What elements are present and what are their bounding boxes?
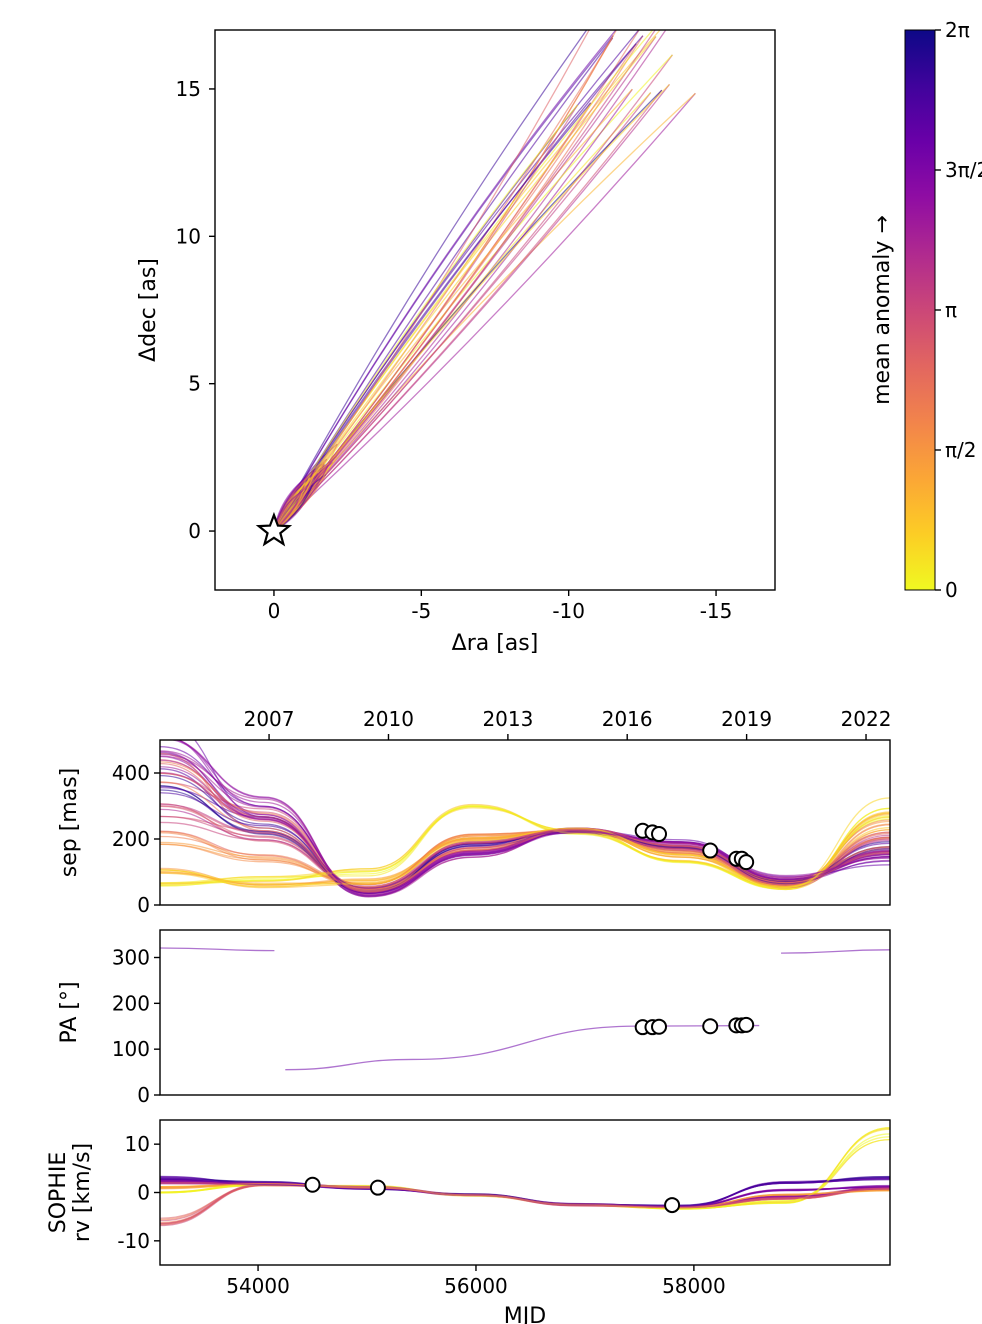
ytick: 200	[112, 991, 150, 1015]
mjd-tick: 58000	[662, 1274, 726, 1298]
year-tick: 2013	[482, 707, 533, 731]
ytick: 0	[137, 1083, 150, 1107]
year-tick: 2022	[841, 707, 892, 731]
data-marker	[371, 1181, 385, 1195]
panel-ylabel: SOPHIErv [km/s]	[46, 1143, 95, 1242]
year-tick: 2010	[363, 707, 414, 731]
orbit-xlabel: Δra [as]	[452, 631, 539, 656]
orbit-ylabel: Δdec [as]	[136, 258, 161, 362]
ytick: 300	[112, 946, 150, 970]
data-marker	[652, 827, 666, 841]
colorbar	[905, 30, 935, 590]
year-tick: 2019	[721, 707, 772, 731]
panel-ylabel: sep [mas]	[57, 768, 82, 878]
ytick: 200	[112, 827, 150, 851]
time-panel-lines	[160, 948, 890, 1070]
ytick: 400	[112, 761, 150, 785]
colorbar-tick: π/2	[945, 438, 977, 462]
year-tick: 2007	[244, 707, 295, 731]
colorbar-tick: 2π	[945, 18, 970, 42]
ytick: 100	[112, 1037, 150, 1061]
data-marker	[665, 1198, 679, 1212]
time-panel-lines	[160, 1128, 890, 1226]
orbit-lines	[274, 2, 695, 531]
orbit-ytick: 15	[176, 77, 201, 101]
data-marker	[652, 1020, 666, 1034]
year-tick: 2016	[602, 707, 653, 731]
orbit-ytick: 5	[188, 372, 201, 396]
data-marker	[306, 1178, 320, 1192]
data-marker	[739, 1018, 753, 1032]
time-panel-lines	[160, 720, 890, 897]
orbit-xtick: -10	[552, 599, 585, 623]
ytick: 0	[137, 893, 150, 917]
orbit-xtick: -5	[411, 599, 431, 623]
figure-svg: 0 -5 -10 -15 0 5 10 15 Δra [as] Δdec [as] 0 π/2 π 3π/…	[0, 0, 982, 1324]
colorbar-tick: 0	[945, 578, 958, 602]
colorbar-label: mean anomaly →	[870, 215, 895, 405]
ytick: 10	[125, 1132, 150, 1156]
data-marker	[703, 1019, 717, 1033]
panel-ylabel: PA [°]	[57, 981, 82, 1043]
colorbar-tick: 3π/2	[945, 158, 982, 182]
colorbar-tick: π	[945, 298, 957, 322]
figure-root: { "figure": { "width": 982, "height": 13…	[0, 0, 982, 1324]
ytick: -10	[117, 1229, 150, 1253]
mjd-tick: 54000	[226, 1274, 290, 1298]
orbit-xtick: -15	[700, 599, 733, 623]
ytick: 0	[137, 1181, 150, 1205]
orbit-ytick: 10	[176, 224, 201, 248]
mjd-tick: 56000	[444, 1274, 508, 1298]
orbit-xtick: 0	[268, 599, 281, 623]
data-marker	[739, 855, 753, 869]
data-marker	[703, 844, 717, 858]
mjd-label: MJD	[504, 1304, 546, 1324]
orbit-ytick: 0	[188, 519, 201, 543]
